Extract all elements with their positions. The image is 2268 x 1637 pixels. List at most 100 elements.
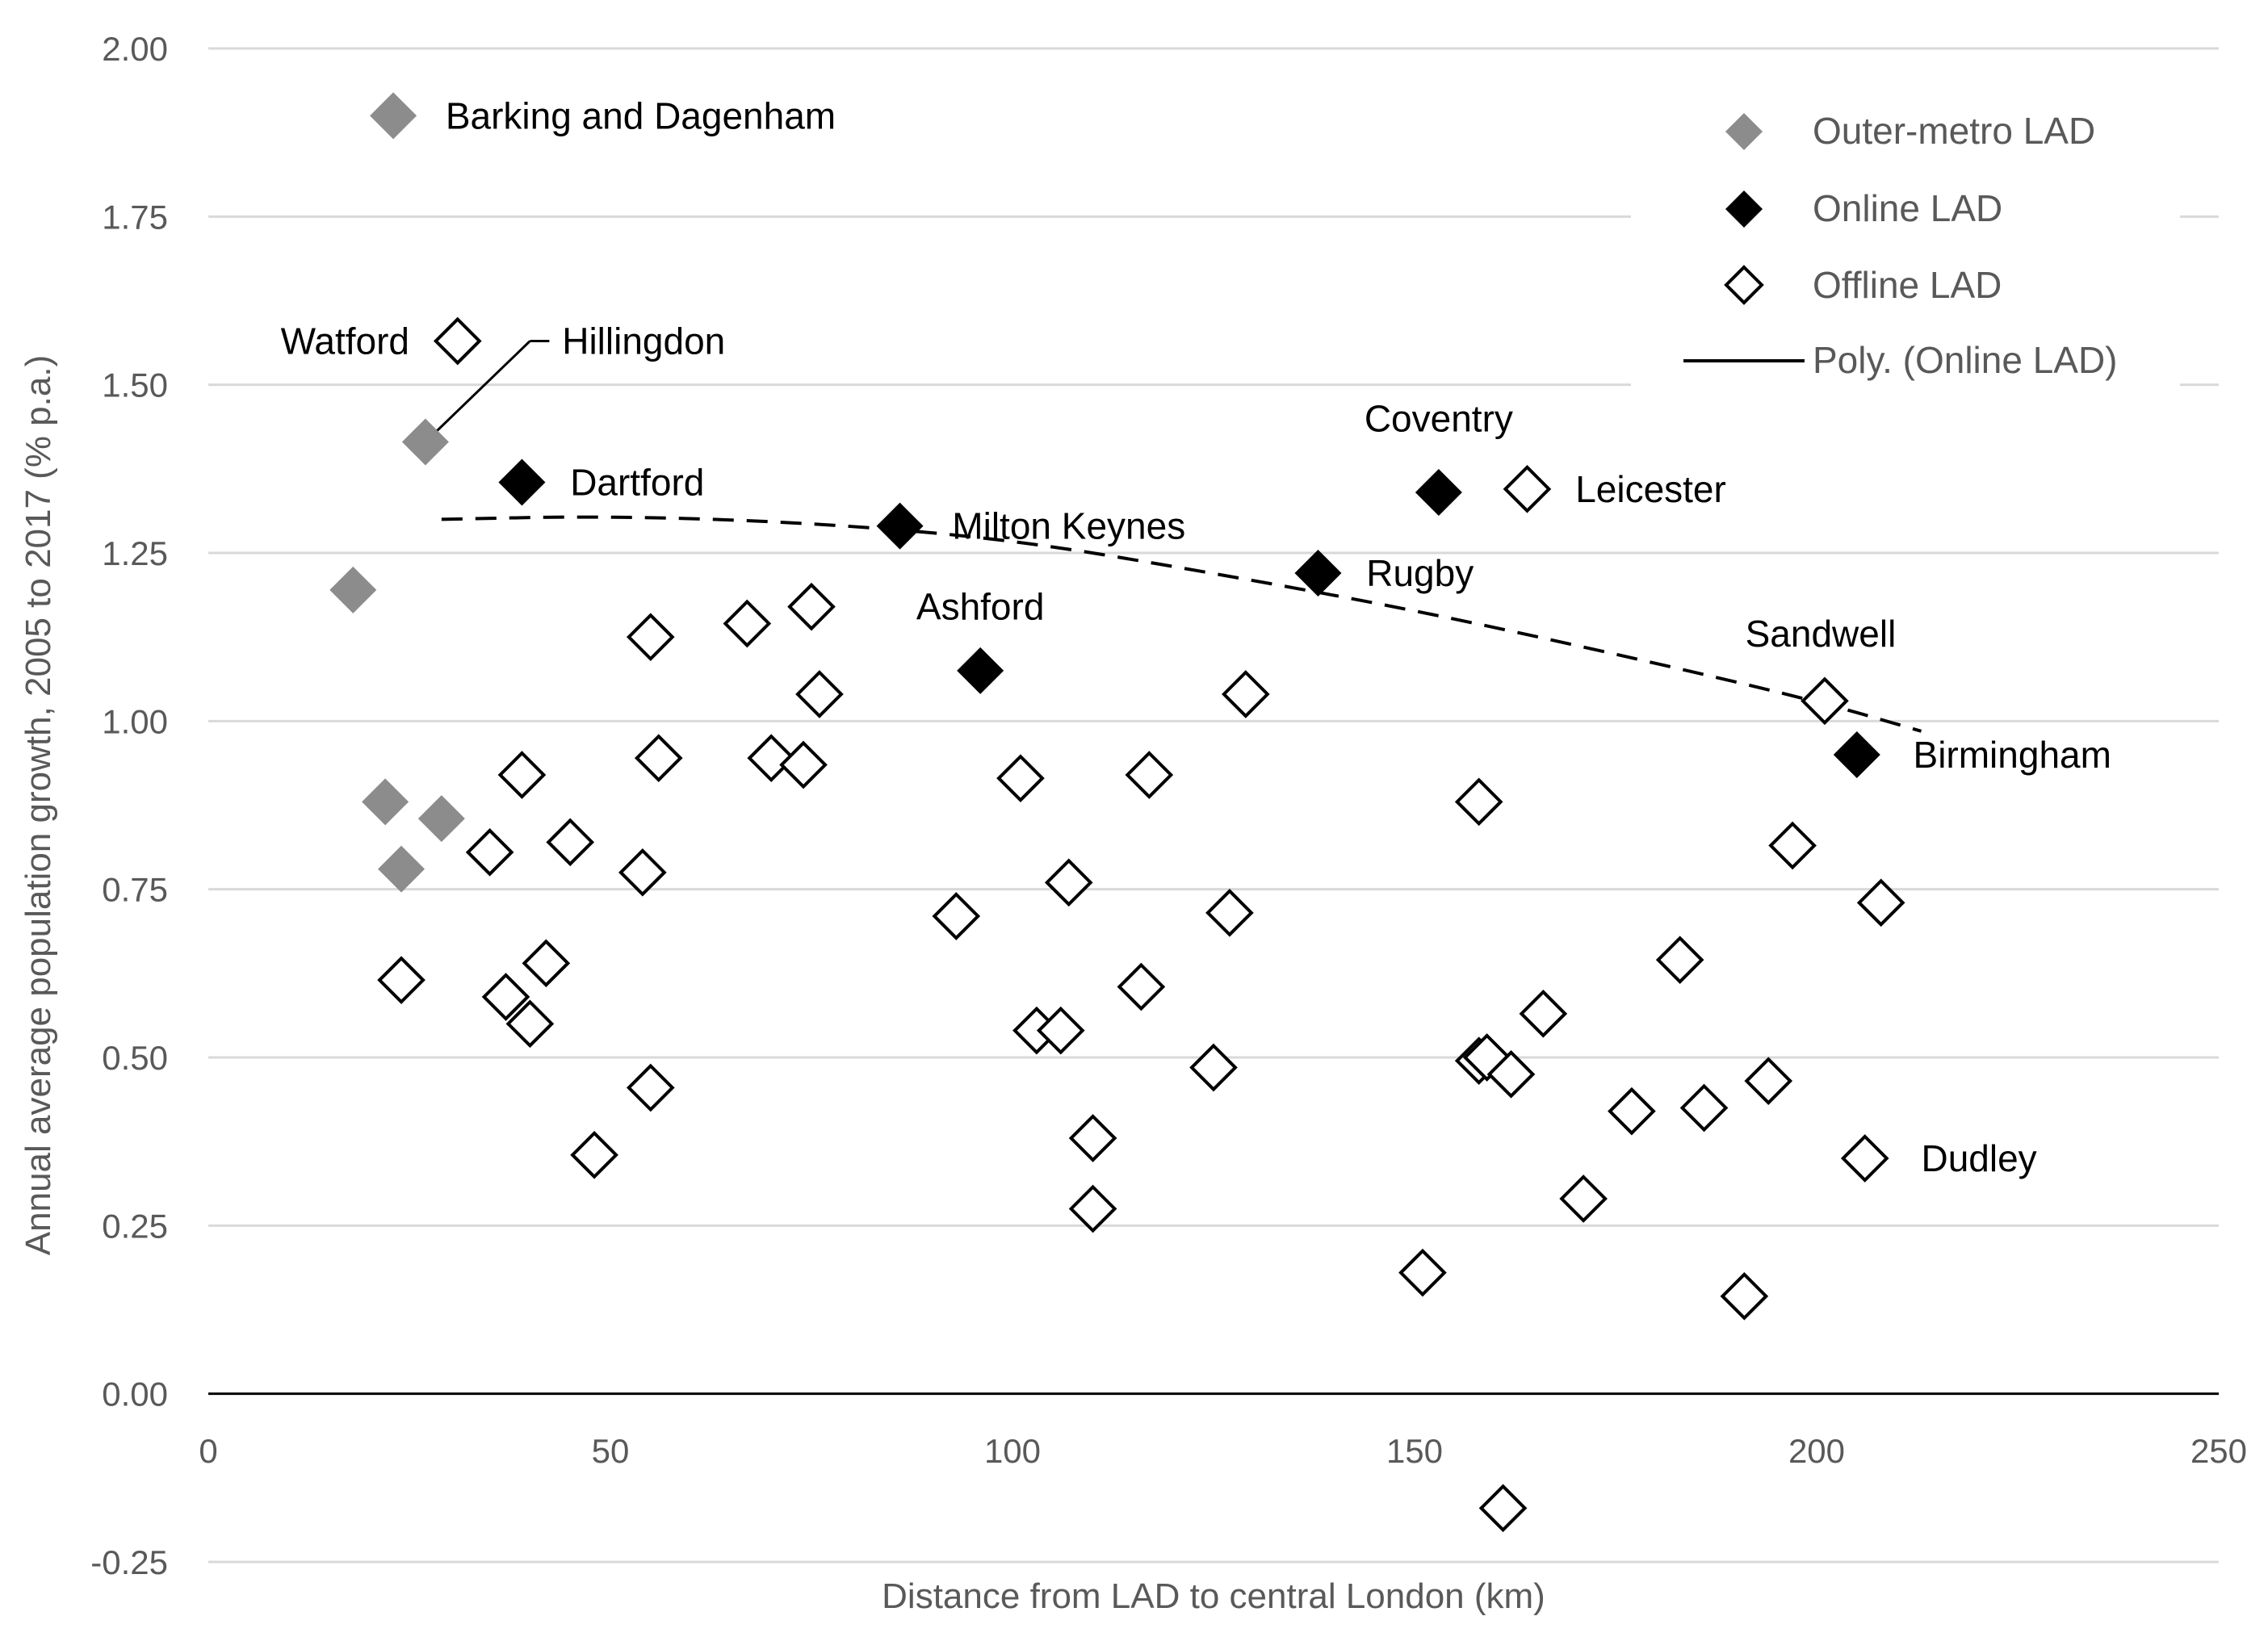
x-tick-label: 200 xyxy=(1788,1432,1845,1470)
point-label: Watford xyxy=(281,320,409,362)
legend-background xyxy=(1631,95,2180,418)
offline-lad-point xyxy=(1117,962,1166,1011)
offline-lad-point xyxy=(1856,878,1905,927)
offline-lad-point xyxy=(1744,1057,1793,1105)
offline-lad-point xyxy=(1205,889,1254,937)
offline-lad-point xyxy=(1189,1043,1238,1092)
offline-lad-point xyxy=(433,316,482,366)
point-label: Hillingdon xyxy=(562,320,725,362)
point-label: Birmingham xyxy=(1914,734,2111,776)
point-label: Rugby xyxy=(1366,552,1474,594)
offline-lad-point xyxy=(1840,1134,1889,1183)
offline-lad-point xyxy=(779,740,828,789)
online-lad-point xyxy=(876,502,924,550)
y-tick-label: 1.75 xyxy=(102,198,168,236)
gridlines xyxy=(208,47,2219,1564)
offline-lad-point xyxy=(1222,670,1270,718)
offline-lad-point xyxy=(996,754,1045,802)
data-points xyxy=(329,92,1905,1533)
offline-lad-point xyxy=(626,613,675,661)
point-label: Dartford xyxy=(570,462,704,504)
offline-lad-point xyxy=(1559,1174,1608,1223)
y-tick-label: 1.00 xyxy=(102,702,168,740)
point-label: Coventry xyxy=(1365,397,1513,439)
x-tick-label: 50 xyxy=(592,1432,630,1470)
y-tick-label: -0.25 xyxy=(90,1543,168,1581)
offline-lad-point xyxy=(522,939,571,988)
outer-lad-point xyxy=(378,845,426,893)
y-tick-label: 0.00 xyxy=(102,1375,168,1413)
trendline-layer xyxy=(424,340,1922,733)
offline-lad-point xyxy=(1478,1484,1528,1533)
point-label: Sandwell xyxy=(1746,613,1897,655)
x-tick-label: 0 xyxy=(199,1432,217,1470)
point-label: Barking and Dagenham xyxy=(446,94,836,136)
point-label: Leicester xyxy=(1575,468,1726,510)
legend-trend-label: Poly. (Online LAD) xyxy=(1813,339,2118,381)
legend-offline-marker xyxy=(1724,265,1764,305)
offline-lad-point xyxy=(570,1131,618,1179)
offline-lad-point xyxy=(787,582,836,631)
legend: Outer-metro LAD Online LAD Offline LAD P… xyxy=(1631,95,2180,418)
online-lad-point xyxy=(957,647,1004,694)
offline-lad-point xyxy=(1036,1006,1085,1055)
offline-lad-point xyxy=(1608,1086,1656,1136)
x-axis-title: Distance from LAD to central London (km) xyxy=(882,1576,1545,1616)
outer-lad-point xyxy=(417,795,465,843)
offline-lad-point xyxy=(626,1063,675,1112)
x-tick-label: 250 xyxy=(2190,1432,2247,1470)
offline-lad-point xyxy=(1486,1050,1536,1099)
offline-lad-point xyxy=(465,828,514,877)
y-axis-title: Annual average population growth, 2005 t… xyxy=(19,355,58,1255)
offline-lad-point xyxy=(1768,821,1817,870)
axes: Distance from LAD to central London (km)… xyxy=(19,30,2247,1616)
offline-lad-point xyxy=(546,818,595,867)
point-label: Dudley xyxy=(1921,1137,2036,1179)
outer-lad-point xyxy=(370,92,417,140)
outer-lad-point xyxy=(329,566,377,613)
legend-outer-marker xyxy=(1725,113,1763,150)
offline-lad-point xyxy=(723,599,772,648)
outer-lad-point xyxy=(401,418,449,466)
offline-lad-point xyxy=(747,734,796,782)
point-label: Ashford xyxy=(916,586,1045,628)
y-tick-label: 0.50 xyxy=(102,1039,168,1077)
offline-lad-point xyxy=(377,956,426,1004)
y-tick-label: 1.25 xyxy=(102,534,168,572)
offline-lad-point xyxy=(1125,751,1174,799)
outer-lad-point xyxy=(362,778,409,826)
leader-line xyxy=(424,340,531,443)
offline-lad-point xyxy=(1655,936,1704,984)
online-lad-point xyxy=(1415,469,1462,516)
offline-lad-point xyxy=(634,734,683,782)
online-lad-point xyxy=(1294,550,1342,597)
offline-lad-point xyxy=(497,751,547,799)
annotations: Barking and Dagenham Watford Hillingdon Dar… xyxy=(281,94,2111,1179)
online-lad-point xyxy=(1833,731,1880,778)
x-tick-label: 150 xyxy=(1386,1432,1443,1470)
offline-lad-point xyxy=(1519,990,1568,1038)
offline-lad-point xyxy=(1068,1114,1117,1162)
offline-lad-point xyxy=(1068,1184,1117,1233)
offline-lad-point xyxy=(505,999,555,1049)
legend-offline-label: Offline LAD xyxy=(1813,264,2002,306)
y-tick-label: 0.75 xyxy=(102,871,168,909)
y-tick-label: 1.50 xyxy=(102,366,168,404)
x-tick-label: 100 xyxy=(984,1432,1041,1470)
trendline xyxy=(441,515,1922,733)
y-tick-label: 0.25 xyxy=(102,1207,168,1245)
offline-lad-point xyxy=(1679,1083,1729,1133)
offline-lad-point xyxy=(932,892,981,940)
legend-online-label: Online LAD xyxy=(1813,187,2002,229)
y-tick-label: 2.00 xyxy=(102,30,168,68)
offline-lad-point xyxy=(481,973,530,1021)
legend-online-marker xyxy=(1725,190,1763,228)
offline-lad-point xyxy=(1801,676,1849,726)
online-lad-point xyxy=(498,458,546,506)
offline-lad-point xyxy=(1454,777,1503,827)
offline-lad-point xyxy=(1398,1248,1447,1297)
offline-lad-point xyxy=(1503,465,1552,513)
offline-lad-point xyxy=(1044,858,1093,907)
point-label: Milton Keynes xyxy=(952,505,1185,547)
